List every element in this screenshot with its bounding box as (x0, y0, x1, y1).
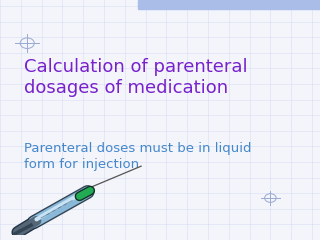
Text: Calculation of parenteral
dosages of medication: Calculation of parenteral dosages of med… (24, 58, 248, 97)
Bar (138, 0, 320, 9)
Text: Parenteral doses must be in liquid
form for injection: Parenteral doses must be in liquid form … (24, 142, 252, 171)
